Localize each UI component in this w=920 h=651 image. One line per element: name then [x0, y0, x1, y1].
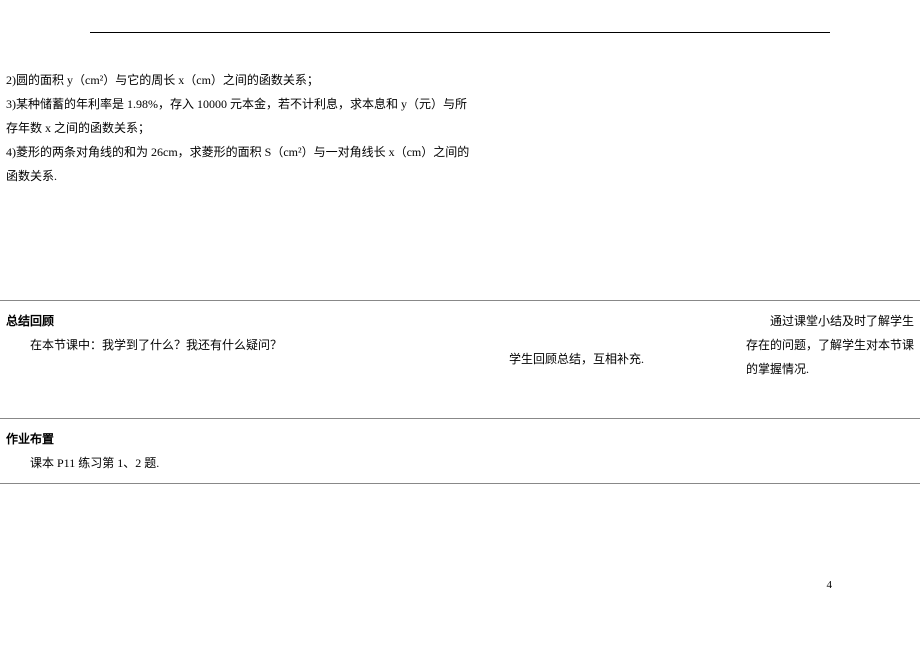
header-rule: [90, 32, 830, 33]
section-heading: 总结回顾: [6, 314, 54, 328]
section-body: 在本节课中：我学到了什么？我还有什么疑问？: [6, 333, 473, 357]
problem-line: 4)菱形的两条对角线的和为 26cm，求菱形的面积 S（cm²）与一对角线长 x…: [6, 145, 469, 183]
table-row: 作业布置 课本 P11 练习第 1、2 题.: [0, 418, 920, 483]
cell-content-mid: [479, 418, 740, 483]
lesson-table: 2)圆的面积 y（cm²）与它的周长 x（cm）之间的函数关系； 3)某种储蓄的…: [0, 60, 920, 484]
cell-content-left: 作业布置 课本 P11 练习第 1、2 题.: [0, 418, 479, 483]
table-row: 总结回顾 在本节课中：我学到了什么？我还有什么疑问？ 学生回顾总结，互相补充. …: [0, 300, 920, 418]
section-heading: 作业布置: [6, 432, 54, 446]
page-number: 4: [827, 579, 833, 591]
cell-content-mid: [479, 60, 740, 300]
cell-content-left: 2)圆的面积 y（cm²）与它的周长 x（cm）之间的函数关系； 3)某种储蓄的…: [0, 60, 479, 300]
problem-line: 2)圆的面积 y（cm²）与它的周长 x（cm）之间的函数关系；: [6, 73, 319, 87]
cell-content-left: 总结回顾 在本节课中：我学到了什么？我还有什么疑问？: [0, 300, 479, 418]
right-text: 通过课堂小结及时了解学生存在的问题，了解学生对本节课的掌握情况.: [746, 309, 914, 381]
cell-content-right: [740, 418, 920, 483]
problem-line: 3)某种储蓄的年利率是 1.98%，存入 10000 元本金，若不计利息，求本息…: [6, 97, 467, 135]
cell-content-right: [740, 60, 920, 300]
cell-content-right: 通过课堂小结及时了解学生存在的问题，了解学生对本节课的掌握情况.: [740, 300, 920, 418]
section-body: 课本 P11 练习第 1、2 题.: [6, 451, 473, 475]
table-row: 2)圆的面积 y（cm²）与它的周长 x（cm）之间的函数关系； 3)某种储蓄的…: [0, 60, 920, 300]
mid-text: 学生回顾总结，互相补充.: [485, 347, 734, 371]
cell-content-mid: 学生回顾总结，互相补充.: [479, 300, 740, 418]
